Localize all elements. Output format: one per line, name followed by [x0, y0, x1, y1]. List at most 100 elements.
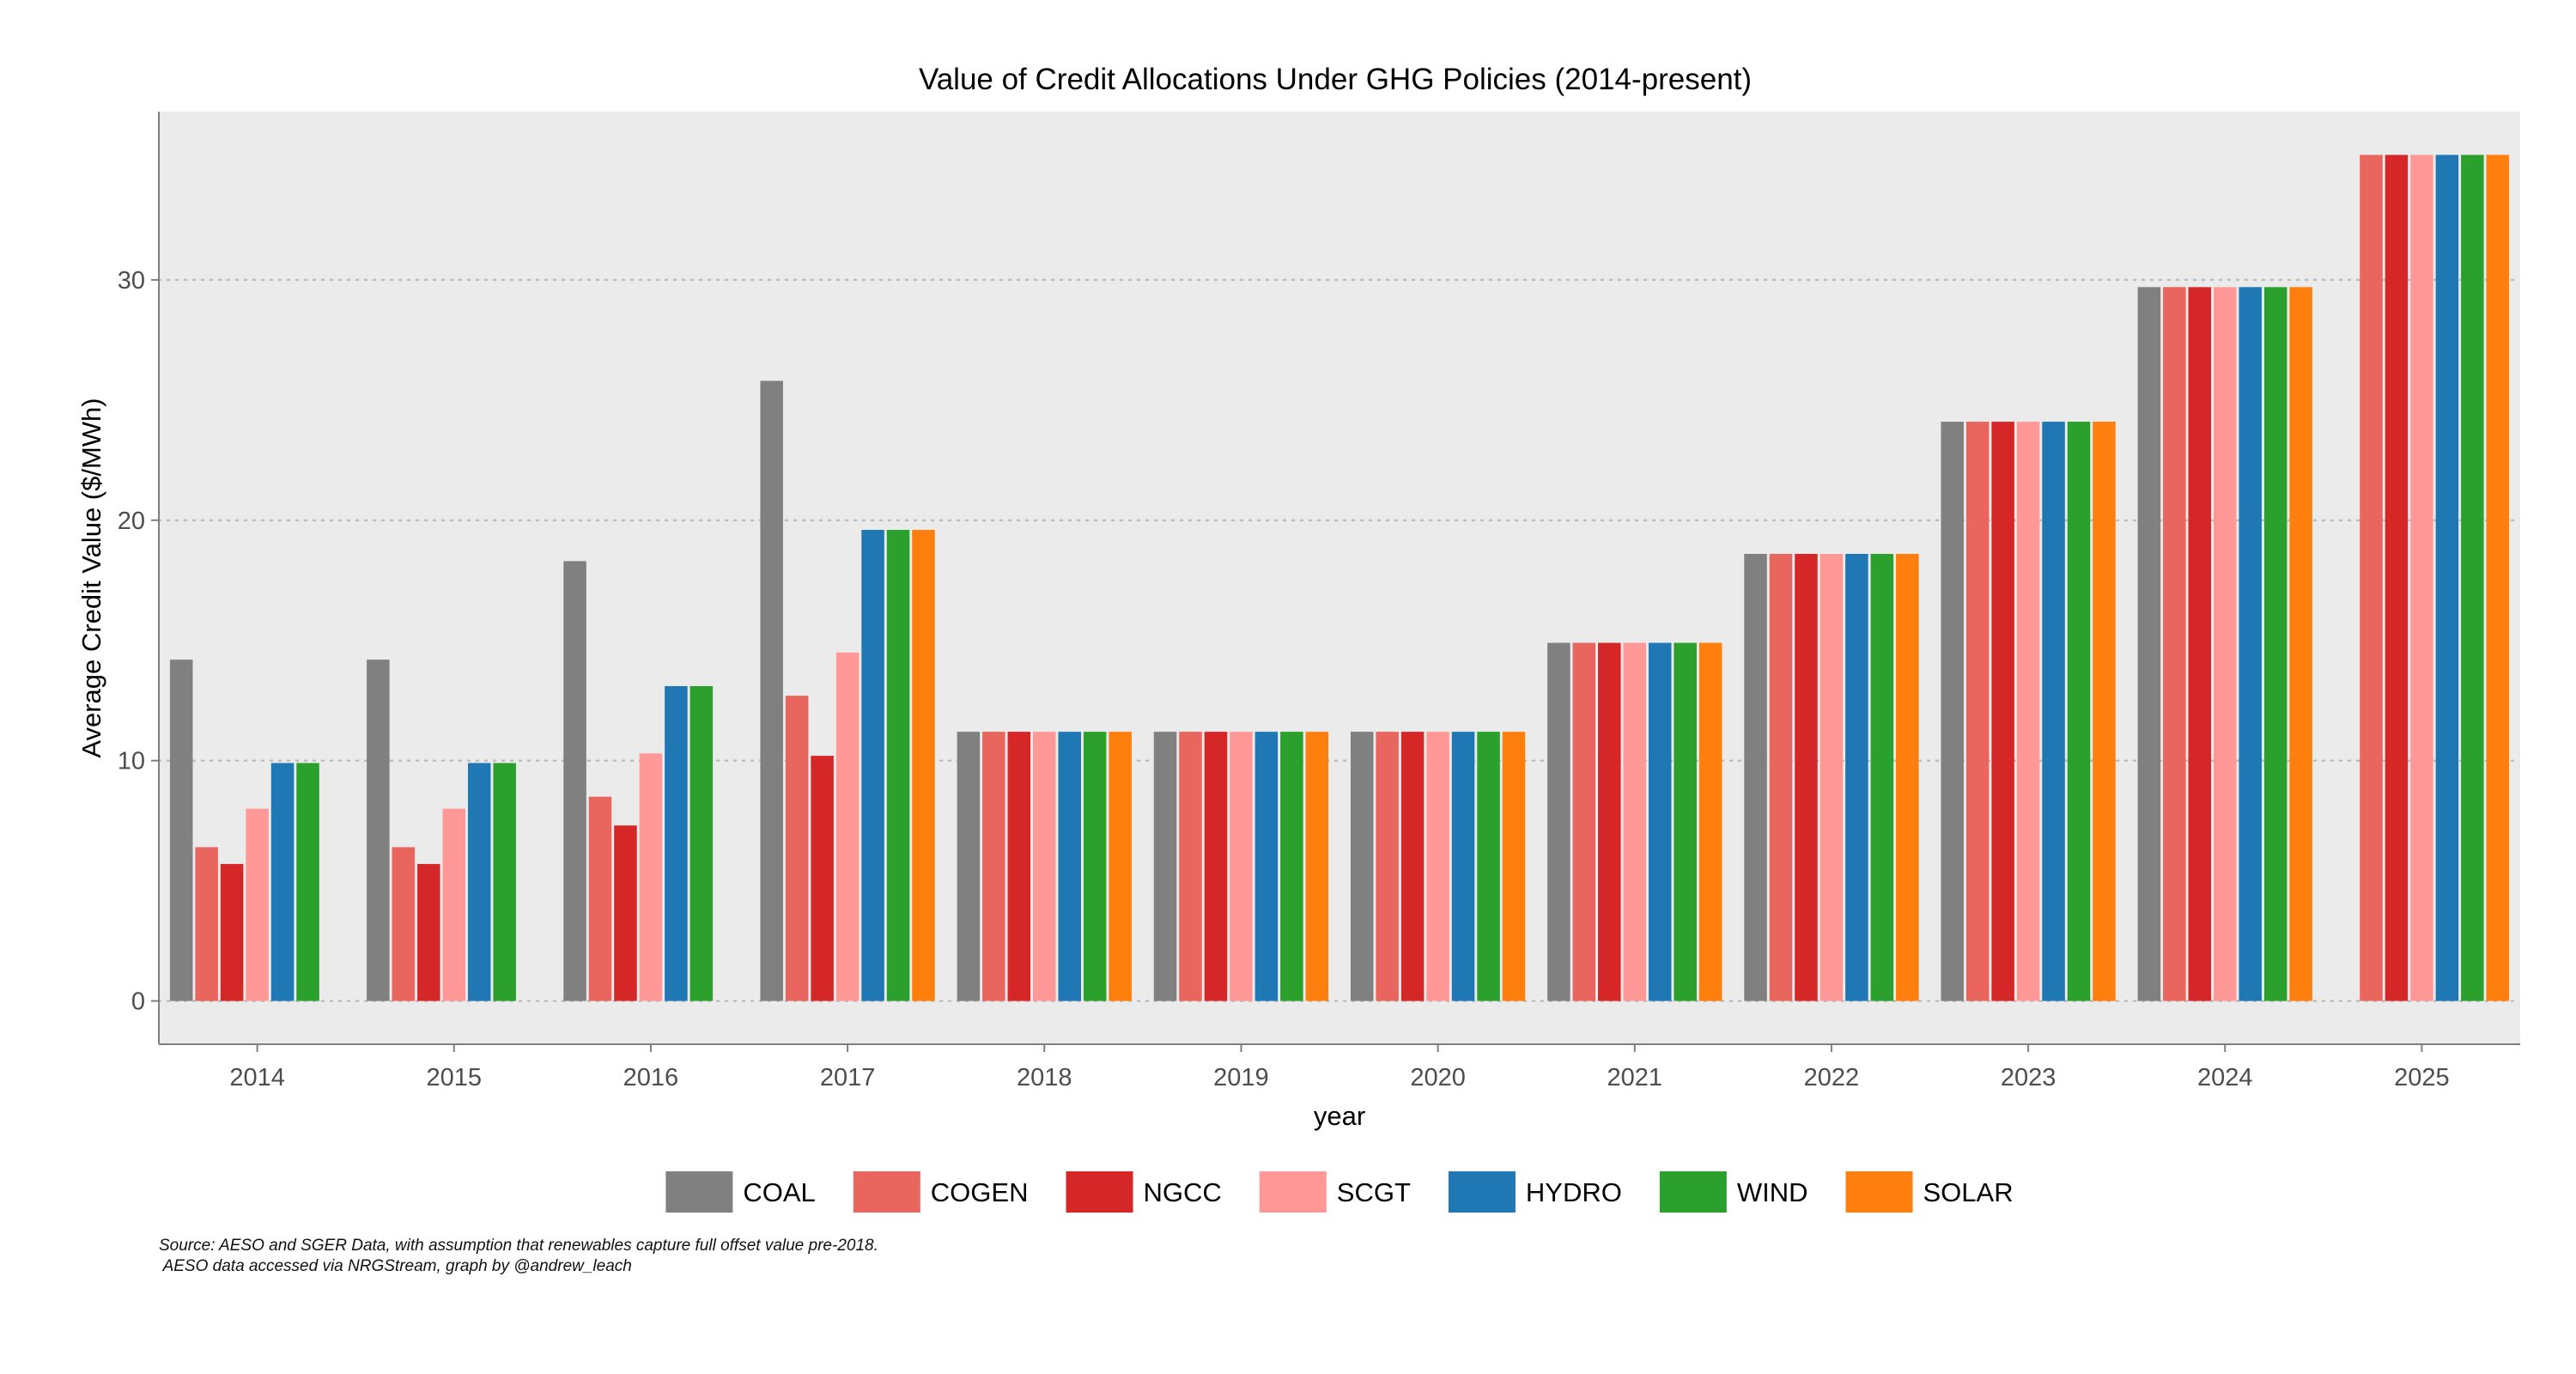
bar-scgt-2020: [1426, 732, 1449, 1001]
bar-wind-2021: [1674, 642, 1697, 1001]
bar-coal-2017: [760, 380, 783, 1001]
bar-hydro-2020: [1451, 732, 1475, 1001]
bar-ngcc-2016: [614, 825, 637, 1001]
bar-wind-2015: [493, 763, 516, 1001]
bar-ngcc-2018: [1007, 732, 1031, 1001]
bar-scgt-2015: [442, 808, 466, 1001]
bar-ngcc-2024: [2188, 287, 2212, 1001]
source-caption-line-2: AESO data accessed via NRGStream, graph …: [159, 1257, 632, 1275]
bar-solar-2020: [1502, 732, 1526, 1001]
bar-ngcc-2017: [811, 756, 834, 1001]
bar-scgt-2021: [1623, 642, 1647, 1001]
x-tick-label: 2025: [2394, 1064, 2450, 1091]
bar-scgt-2024: [2213, 287, 2237, 1001]
y-axis-label: Average Credit Value ($/MWh): [76, 398, 106, 757]
legend-label-coal: COAL: [743, 1177, 815, 1207]
bar-hydro-2021: [1648, 642, 1672, 1001]
bar-cogen-2020: [1376, 732, 1399, 1001]
bar-scgt-2017: [835, 652, 860, 1001]
bar-solar-2022: [1896, 554, 1919, 1001]
y-tick-label: 30: [118, 267, 145, 295]
x-tick-label: 2018: [1017, 1064, 1072, 1091]
bar-coal-2024: [2137, 287, 2161, 1001]
bar-scgt-2019: [1230, 732, 1253, 1001]
legend-key-wind: [1659, 1171, 1727, 1213]
legend-label-solar: SOLAR: [1923, 1177, 2014, 1207]
bar-ngcc-2023: [1991, 422, 2014, 1001]
bar-cogen-2025: [2360, 155, 2383, 1001]
x-tick-label: 2017: [820, 1064, 876, 1091]
bar-ngcc-2025: [2385, 155, 2409, 1001]
bar-coal-2023: [1941, 422, 1964, 1001]
bar-ngcc-2021: [1598, 642, 1621, 1001]
bar-cogen-2015: [392, 847, 416, 1001]
bar-hydro-2014: [270, 763, 295, 1001]
bar-hydro-2015: [467, 763, 491, 1001]
bar-ngcc-2014: [220, 864, 244, 1001]
bar-solar-2019: [1305, 732, 1329, 1001]
legend-label-ngcc: NGCC: [1143, 1177, 1221, 1207]
bar-solar-2024: [2289, 287, 2312, 1001]
bar-ngcc-2022: [1795, 554, 1818, 1001]
source-caption-line-1: Source: AESO and SGER Data, with assumpt…: [159, 1237, 878, 1255]
bar-solar-2017: [912, 530, 935, 1001]
bar-cogen-2019: [1179, 732, 1202, 1001]
bar-coal-2022: [1744, 554, 1767, 1001]
legend-key-cogen: [853, 1171, 920, 1213]
bar-hydro-2019: [1255, 732, 1279, 1001]
legend-key-ngcc: [1066, 1171, 1133, 1213]
legend-key-solar: [1845, 1171, 1913, 1213]
bar-hydro-2022: [1845, 554, 1868, 1001]
bar-hydro-2017: [861, 530, 884, 1001]
bar-cogen-2014: [195, 847, 218, 1001]
bar-cogen-2017: [785, 696, 809, 1001]
bar-solar-2018: [1109, 732, 1132, 1001]
bar-wind-2022: [1870, 554, 1894, 1001]
bar-wind-2019: [1280, 732, 1303, 1001]
bar-coal-2018: [957, 732, 981, 1001]
y-tick-label: 10: [118, 748, 145, 775]
y-axis-ticks: 0 10 20 30: [118, 267, 159, 1016]
bar-hydro-2018: [1058, 732, 1081, 1001]
x-tick-label: 2024: [2197, 1064, 2253, 1091]
bar-cogen-2024: [2163, 287, 2186, 1001]
bar-coal-2016: [563, 561, 586, 1001]
legend-key-scgt: [1259, 1171, 1327, 1213]
bar-ngcc-2020: [1400, 732, 1425, 1001]
legend-key-coal: [665, 1171, 733, 1213]
bar-solar-2025: [2486, 155, 2510, 1001]
bar-cogen-2016: [588, 796, 612, 1001]
bar-hydro-2024: [2239, 287, 2262, 1001]
bar-cogen-2018: [982, 732, 1005, 1001]
bar-scgt-2018: [1032, 732, 1056, 1001]
bar-hydro-2023: [2042, 422, 2065, 1001]
x-tick-label: 2019: [1213, 1064, 1269, 1091]
legend-key-hydro: [1448, 1171, 1516, 1213]
x-axis-ticks: 2014 2015 2016 2017 2018 2019 2020 2021 2022 2023…: [229, 1044, 2450, 1091]
y-tick-label: 0: [131, 988, 145, 1016]
bar-hydro-2025: [2435, 155, 2459, 1001]
chart-title: Value of Credit Allocations Under GHG Po…: [919, 63, 1752, 96]
bar-ngcc-2015: [417, 864, 440, 1001]
bar-scgt-2025: [2410, 155, 2433, 1001]
bar-coal-2020: [1350, 732, 1374, 1001]
legend-label-wind: WIND: [1737, 1177, 1808, 1207]
grid-lines: [157, 278, 2522, 1002]
x-tick-label: 2022: [1804, 1064, 1860, 1091]
x-axis-label: year: [1314, 1101, 1365, 1131]
bar-wind-2020: [1477, 732, 1500, 1001]
bar-solar-2021: [1698, 642, 1722, 1001]
x-tick-label: 2014: [229, 1064, 285, 1091]
bar-scgt-2014: [246, 808, 269, 1001]
bar-cogen-2021: [1572, 642, 1596, 1001]
bar-wind-2023: [2067, 422, 2091, 1001]
bar-scgt-2023: [2016, 422, 2040, 1001]
x-tick-label: 2023: [2001, 1064, 2057, 1091]
bar-scgt-2022: [1820, 554, 1844, 1001]
bar-cogen-2022: [1769, 554, 1793, 1001]
legend-label-cogen: COGEN: [931, 1177, 1029, 1207]
bar-coal-2021: [1547, 642, 1571, 1001]
bar-coal-2015: [367, 660, 390, 1001]
bar-cogen-2023: [1965, 422, 1990, 1001]
